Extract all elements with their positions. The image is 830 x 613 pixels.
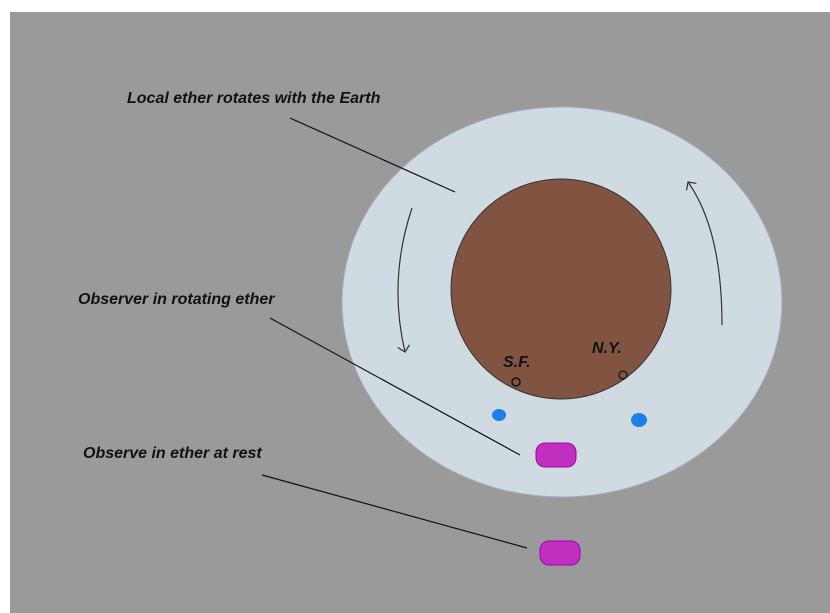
observer-rotating: [536, 443, 576, 467]
label: Local ether rotates with the Earth: [127, 90, 381, 107]
city-label: N.Y.: [592, 340, 622, 357]
label: Observe in ether at rest: [83, 445, 262, 462]
blue-dot: [631, 413, 647, 427]
city-label: S.F.: [503, 354, 531, 371]
blue-dot: [492, 409, 506, 421]
observer-rest: [540, 541, 580, 565]
earth: [451, 179, 671, 399]
diagram: Local ether rotates with the Earth Obser…: [0, 0, 830, 613]
label: Observer in rotating ether: [78, 291, 275, 308]
